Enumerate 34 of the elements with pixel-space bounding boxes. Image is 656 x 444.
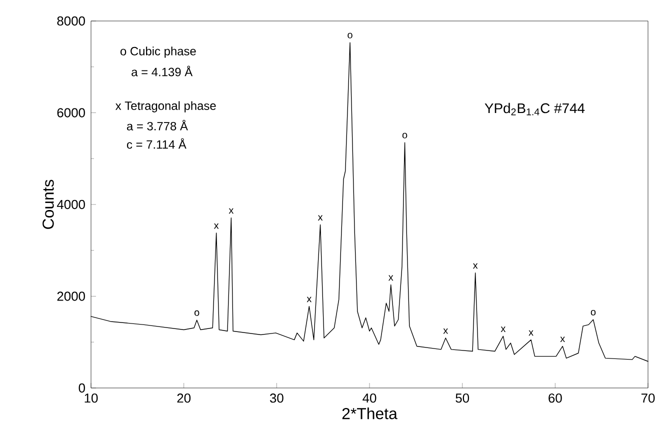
y-tick-label: 4000: [56, 200, 85, 210]
annotation: o: [348, 32, 352, 38]
annotation: x: [472, 263, 478, 269]
annotation: a = 3.778 Å: [126, 120, 188, 130]
x-tick-label: 30: [270, 394, 284, 403]
annotation: o: [402, 132, 408, 138]
annotation: x: [560, 336, 565, 342]
annotation: c = 7.114 Å: [126, 138, 186, 149]
x-tick-label: 70: [641, 394, 655, 403]
annotation: a = 4.139 Å: [132, 66, 193, 76]
x-tick-label: 60: [548, 394, 562, 403]
annotation: x: [443, 328, 448, 334]
annotation: o: [590, 310, 596, 316]
y-tick-label: 2000: [57, 292, 85, 301]
x-tick-label: 40: [362, 394, 376, 403]
x-axis-title: 2*Theta: [342, 408, 398, 420]
y-tick-label: 0: [78, 383, 85, 393]
annotation: YPd$_{2}$B$_{1.4}$C #744: [484, 102, 585, 116]
annotation: x: [306, 296, 312, 302]
annotation: o Cubic phase: [120, 46, 196, 58]
annotation: x: [388, 275, 394, 281]
annotation: x: [500, 326, 506, 332]
annotation: x: [528, 330, 534, 336]
y-axis-title: Counts: [42, 180, 54, 229]
y-tick-label: 6000: [57, 108, 85, 118]
annotation: o: [194, 310, 200, 316]
x-tick-label: 20: [177, 394, 191, 403]
annotation: x: [318, 215, 323, 220]
annotation: x: [228, 208, 234, 214]
annotation: x: [214, 223, 219, 229]
x-tick-label: 50: [456, 394, 470, 403]
y-tick-label: 8000: [57, 16, 85, 26]
annotation: x Tetragonal phase: [115, 101, 216, 112]
x-tick-label: 10: [84, 394, 98, 403]
